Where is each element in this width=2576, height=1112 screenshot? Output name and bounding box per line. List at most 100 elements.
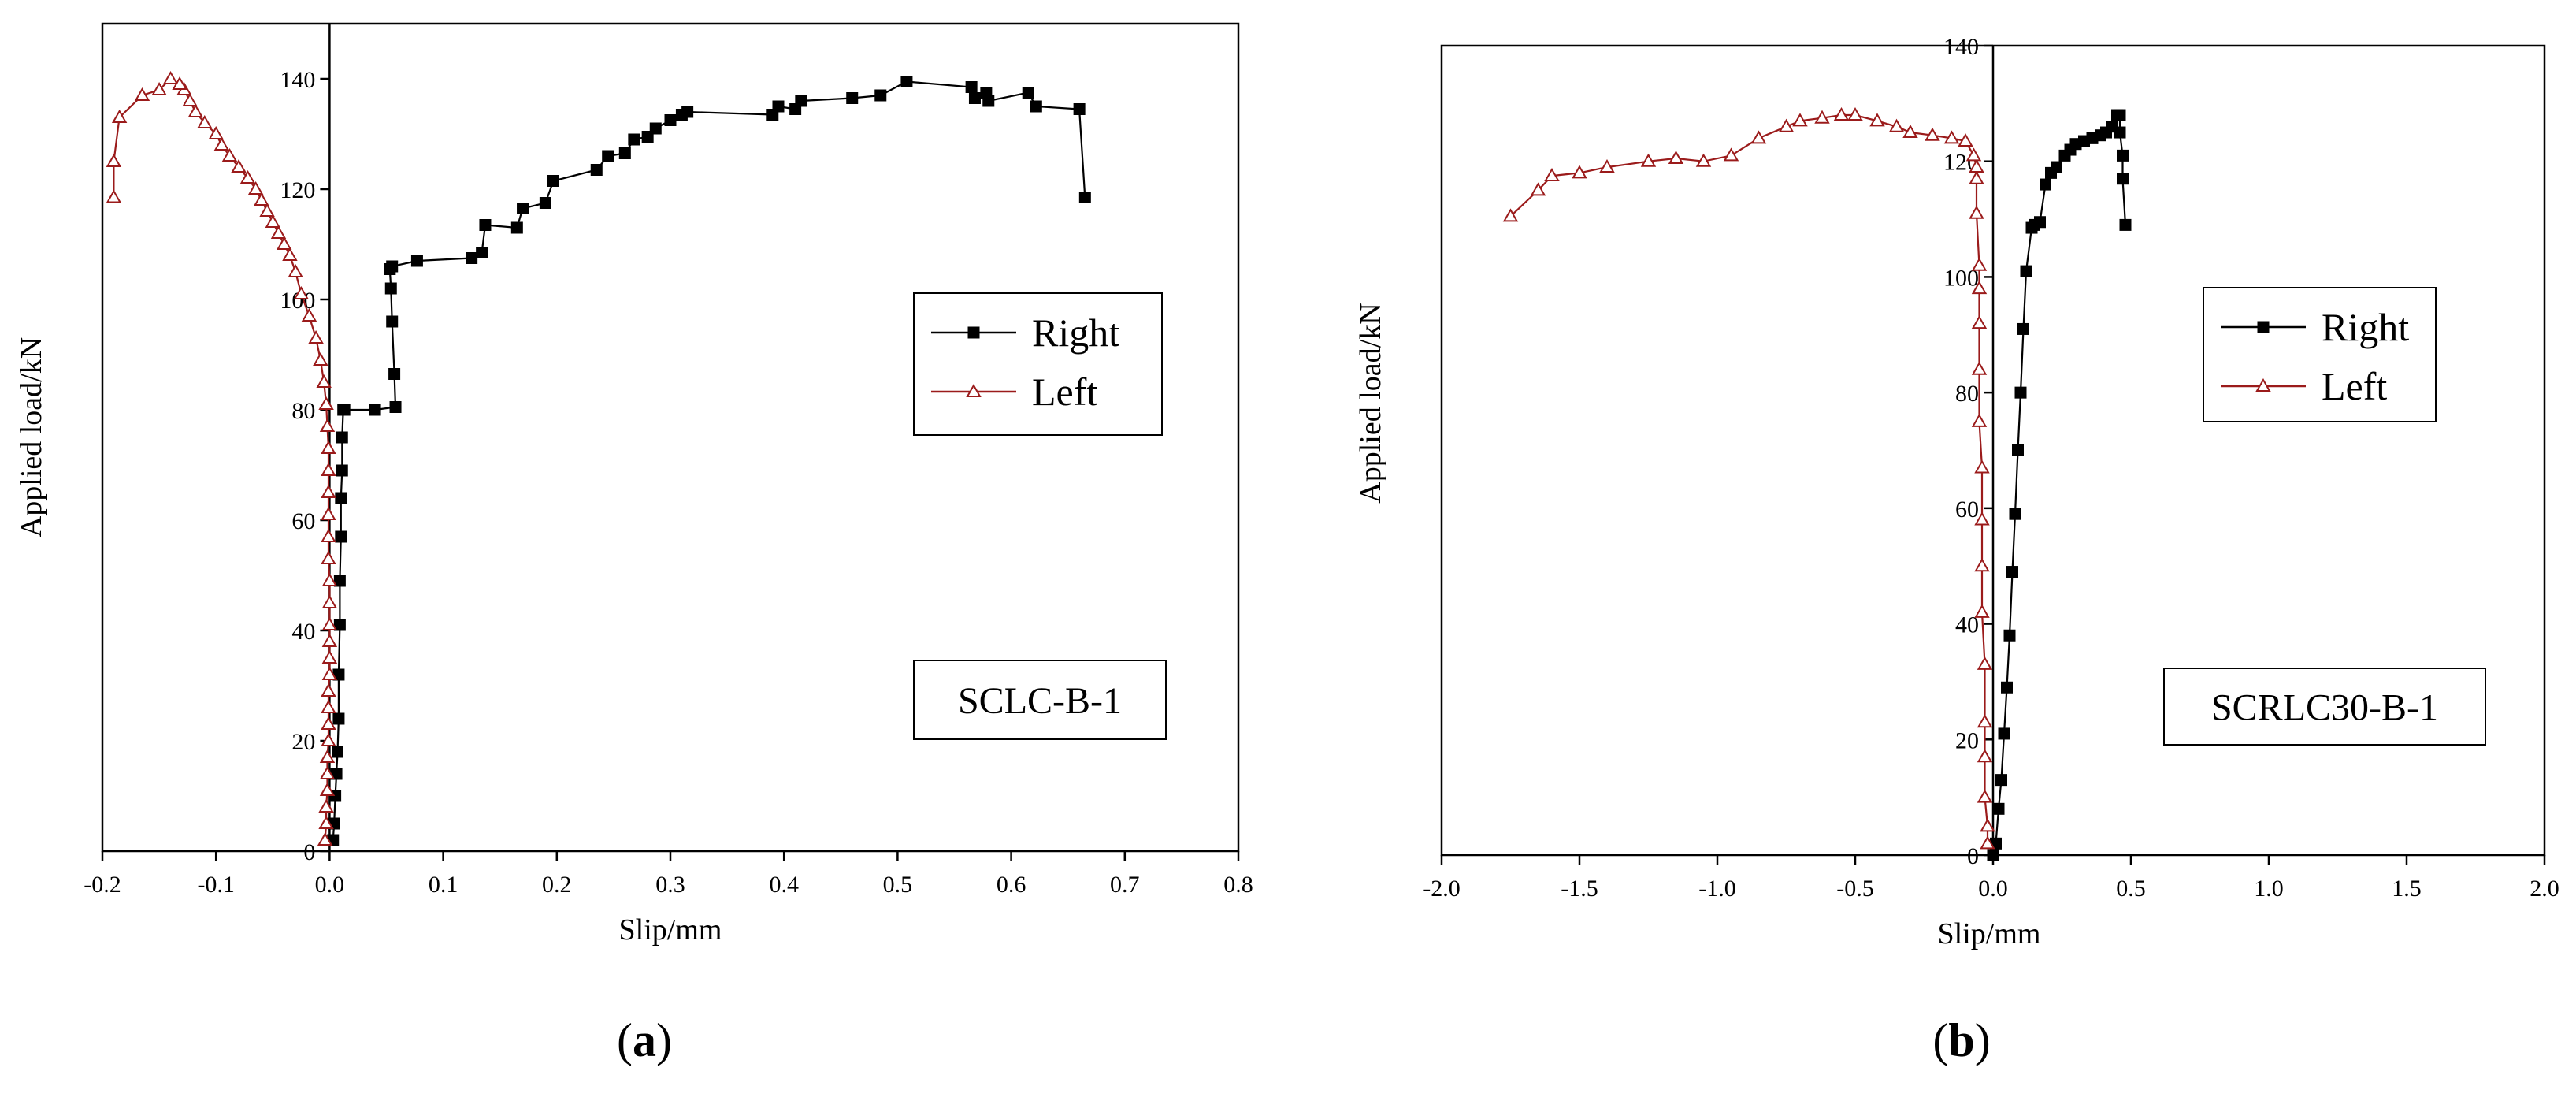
data-point-left <box>288 263 303 277</box>
panel-b: -2.0 -1.5 -1.0 -0.5 0.0 0.5 1.0 1.5 2.0 0 20 40 60 80… <box>1354 34 2559 1066</box>
data-point-right <box>1022 87 1034 99</box>
data-point-right <box>1992 802 2005 815</box>
data-point-right <box>618 147 631 159</box>
data-point-left <box>134 87 150 101</box>
data-point-left <box>1888 118 1905 132</box>
x-tick-label: 0.7 <box>1110 872 1140 898</box>
data-point-right <box>333 619 346 631</box>
data-point-left <box>265 214 281 228</box>
data-point-right <box>386 315 399 328</box>
data-point-left <box>231 158 247 173</box>
y-tick-label: 80 <box>1955 381 1979 407</box>
data-point-left <box>321 633 338 647</box>
data-point-left <box>1695 153 1712 167</box>
data-point-left <box>318 396 334 410</box>
data-point-left <box>1572 165 1587 179</box>
x-tick-label: -2.0 <box>1423 876 1461 902</box>
data-point-right <box>332 712 345 725</box>
x-axis-title: Slip/mm <box>1938 917 2041 950</box>
data-point-left <box>321 528 336 542</box>
data-point-left <box>1723 147 1739 162</box>
data-point-right <box>965 81 978 93</box>
data-point-right <box>874 89 887 102</box>
data-point-left <box>1544 168 1560 182</box>
data-point-left <box>319 782 336 796</box>
data-point-right <box>795 95 807 107</box>
data-point-left <box>1977 656 1993 670</box>
x-tick-label: 0.5 <box>2116 876 2146 902</box>
data-point-right <box>2117 173 2129 185</box>
data-point-right <box>649 122 662 135</box>
x-axis-title: Slip/mm <box>619 913 722 947</box>
data-point-left <box>270 225 287 239</box>
data-point-left <box>321 550 336 564</box>
data-point-left <box>1943 130 1960 144</box>
y-tick-label: 60 <box>1955 496 1979 523</box>
legend: Right Left <box>913 292 1163 436</box>
legend-label-right: Right <box>2322 305 2409 349</box>
data-point-right <box>386 260 399 273</box>
y-tick-label: 140 <box>1943 34 1979 60</box>
data-point-left <box>1980 818 1995 832</box>
data-point-right <box>2117 149 2129 162</box>
data-point-left <box>1502 208 1519 222</box>
data-point-left <box>321 594 338 608</box>
data-point-right <box>1995 774 2007 787</box>
y-tick-label: 0 <box>303 839 315 865</box>
data-point-left <box>321 649 338 664</box>
x-tick-label: 0.0 <box>315 872 345 898</box>
data-point-left <box>321 616 338 630</box>
data-point-left <box>321 699 336 713</box>
x-tick-label: 0.8 <box>1223 872 1253 898</box>
data-point-left <box>1778 118 1795 132</box>
data-point-left <box>308 329 324 344</box>
data-point-left <box>321 506 336 520</box>
y-tick-label: 120 <box>280 177 315 203</box>
data-point-left <box>1974 558 1990 572</box>
data-point-right <box>410 255 423 267</box>
legend-label-right: Right <box>1032 311 1119 355</box>
data-point-right <box>2017 322 2029 335</box>
x-tick-label: 0.5 <box>883 872 913 898</box>
y-axis-title: Applied load/kN <box>1354 303 1387 503</box>
data-point-right <box>900 76 913 87</box>
data-point-right <box>681 106 694 118</box>
x-tick-label: -0.2 <box>84 872 121 898</box>
data-point-left <box>247 180 264 195</box>
data-point-left <box>313 351 328 366</box>
x-tick-label: 1.0 <box>2254 876 2284 902</box>
data-point-left <box>321 484 336 498</box>
data-point-right <box>331 746 343 758</box>
x-tick-label: 1.5 <box>2392 876 2422 902</box>
legend-label-left: Left <box>1032 370 1097 414</box>
data-point-left <box>197 114 213 128</box>
data-point-left <box>1977 749 1993 763</box>
data-point-left <box>259 203 275 217</box>
data-point-left <box>1792 113 1808 127</box>
legend-box <box>913 292 1163 436</box>
data-point-right <box>335 492 347 504</box>
data-point-left <box>254 192 269 206</box>
data-point-right <box>547 175 559 187</box>
data-point-left <box>321 572 338 586</box>
data-point-left <box>106 153 122 167</box>
data-point-left <box>1971 257 1988 271</box>
y-tick-label: 40 <box>1955 612 1979 638</box>
data-point-left <box>318 815 334 829</box>
data-point-left <box>213 136 230 151</box>
series-line-right <box>1991 113 2127 856</box>
data-point-left <box>321 440 336 454</box>
y-axis-title: Applied load/kN <box>15 337 48 537</box>
data-point-right <box>2014 386 2027 399</box>
data-point-left <box>208 125 224 139</box>
data-point-right <box>476 247 488 258</box>
data-point-right <box>982 95 995 107</box>
data-point-left <box>318 798 334 813</box>
y-tick-label: 100 <box>280 288 315 314</box>
data-point-left <box>1640 153 1657 167</box>
data-point-right <box>2051 161 2062 173</box>
panel-caption: (a) <box>617 1014 672 1066</box>
data-point-left <box>151 81 167 95</box>
data-point-right <box>338 404 351 416</box>
data-point-right <box>590 164 603 176</box>
